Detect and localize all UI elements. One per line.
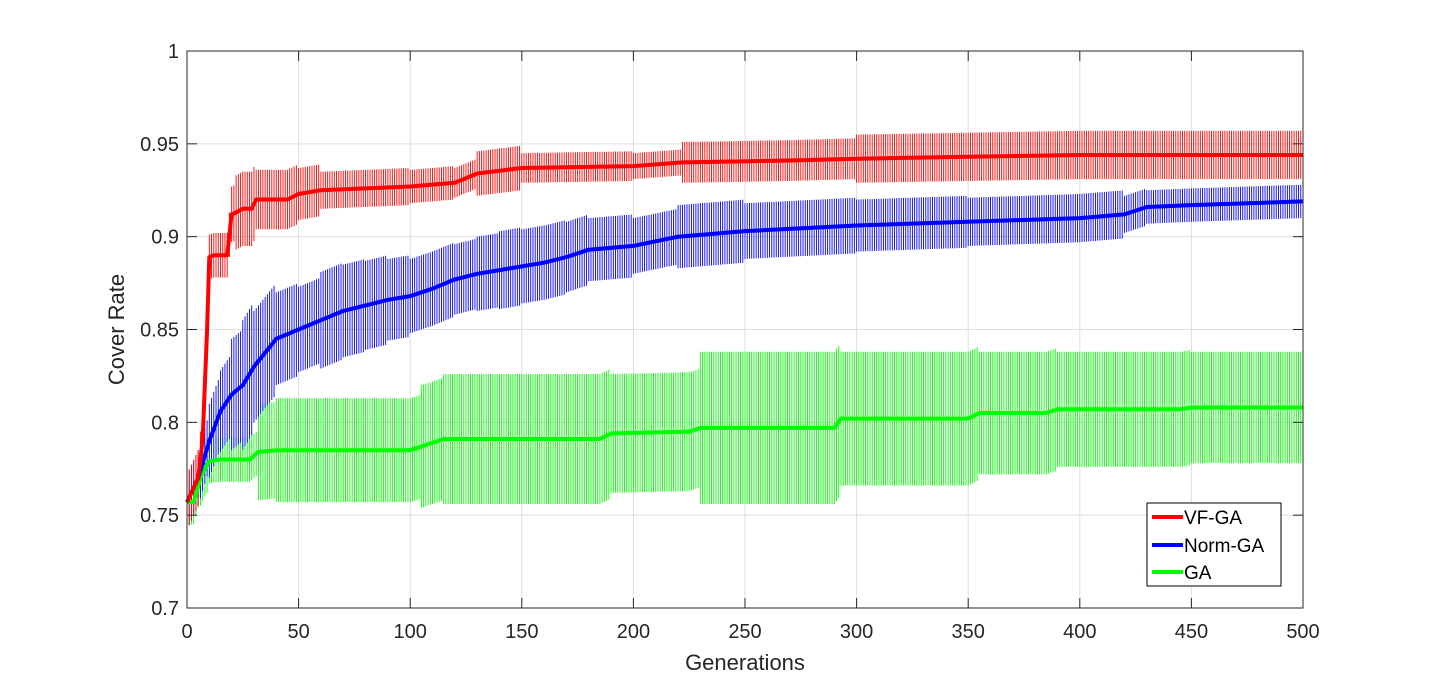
x-tick-label: 250 — [728, 621, 761, 643]
x-tick-label: 100 — [394, 621, 427, 643]
y-tick-label: 0.95 — [140, 134, 179, 156]
x-tick-label: 300 — [840, 621, 873, 643]
y-tick-labels: 0.7 0.75 0.8 0.85 0.9 0.95 1 — [140, 41, 179, 620]
y-tick-label: 0.7 — [151, 598, 179, 620]
legend-label-vf-ga: VF-GA — [1184, 508, 1242, 529]
x-axis-label: Generations — [685, 650, 805, 675]
series-lines — [185, 153, 1304, 505]
x-tick-label: 450 — [1175, 621, 1208, 643]
legend: VF-GA Norm-GA GA — [1146, 502, 1282, 587]
x-tick-label: 50 — [287, 621, 309, 643]
y-tick-label: 0.85 — [140, 320, 179, 342]
y-tick-label: 0.8 — [151, 412, 179, 434]
x-tick-label: 150 — [505, 621, 538, 643]
x-tick-label: 200 — [617, 621, 650, 643]
legend-label-norm-ga: Norm-GA — [1184, 536, 1265, 557]
y-tick-label: 0.9 — [151, 227, 179, 249]
series-line-norm-ga — [185, 199, 1304, 504]
y-tick-label: 1 — [168, 41, 179, 63]
x-tick-label: 350 — [952, 621, 985, 643]
series-line-vf-ga — [185, 153, 1303, 504]
x-tick-label: 0 — [181, 621, 192, 643]
x-tick-labels: 0 50 100 150 200 250 300 350 400 450 500 — [181, 621, 1319, 643]
axis-ticks — [186, 50, 1304, 609]
x-tick-label: 400 — [1063, 621, 1096, 643]
y-axis-label: Cover Rate — [104, 274, 129, 385]
series-line-ga — [187, 405, 1303, 505]
y-tick-label: 0.75 — [140, 505, 179, 527]
legend-label-ga: GA — [1184, 563, 1212, 584]
x-tick-label: 500 — [1286, 621, 1319, 643]
